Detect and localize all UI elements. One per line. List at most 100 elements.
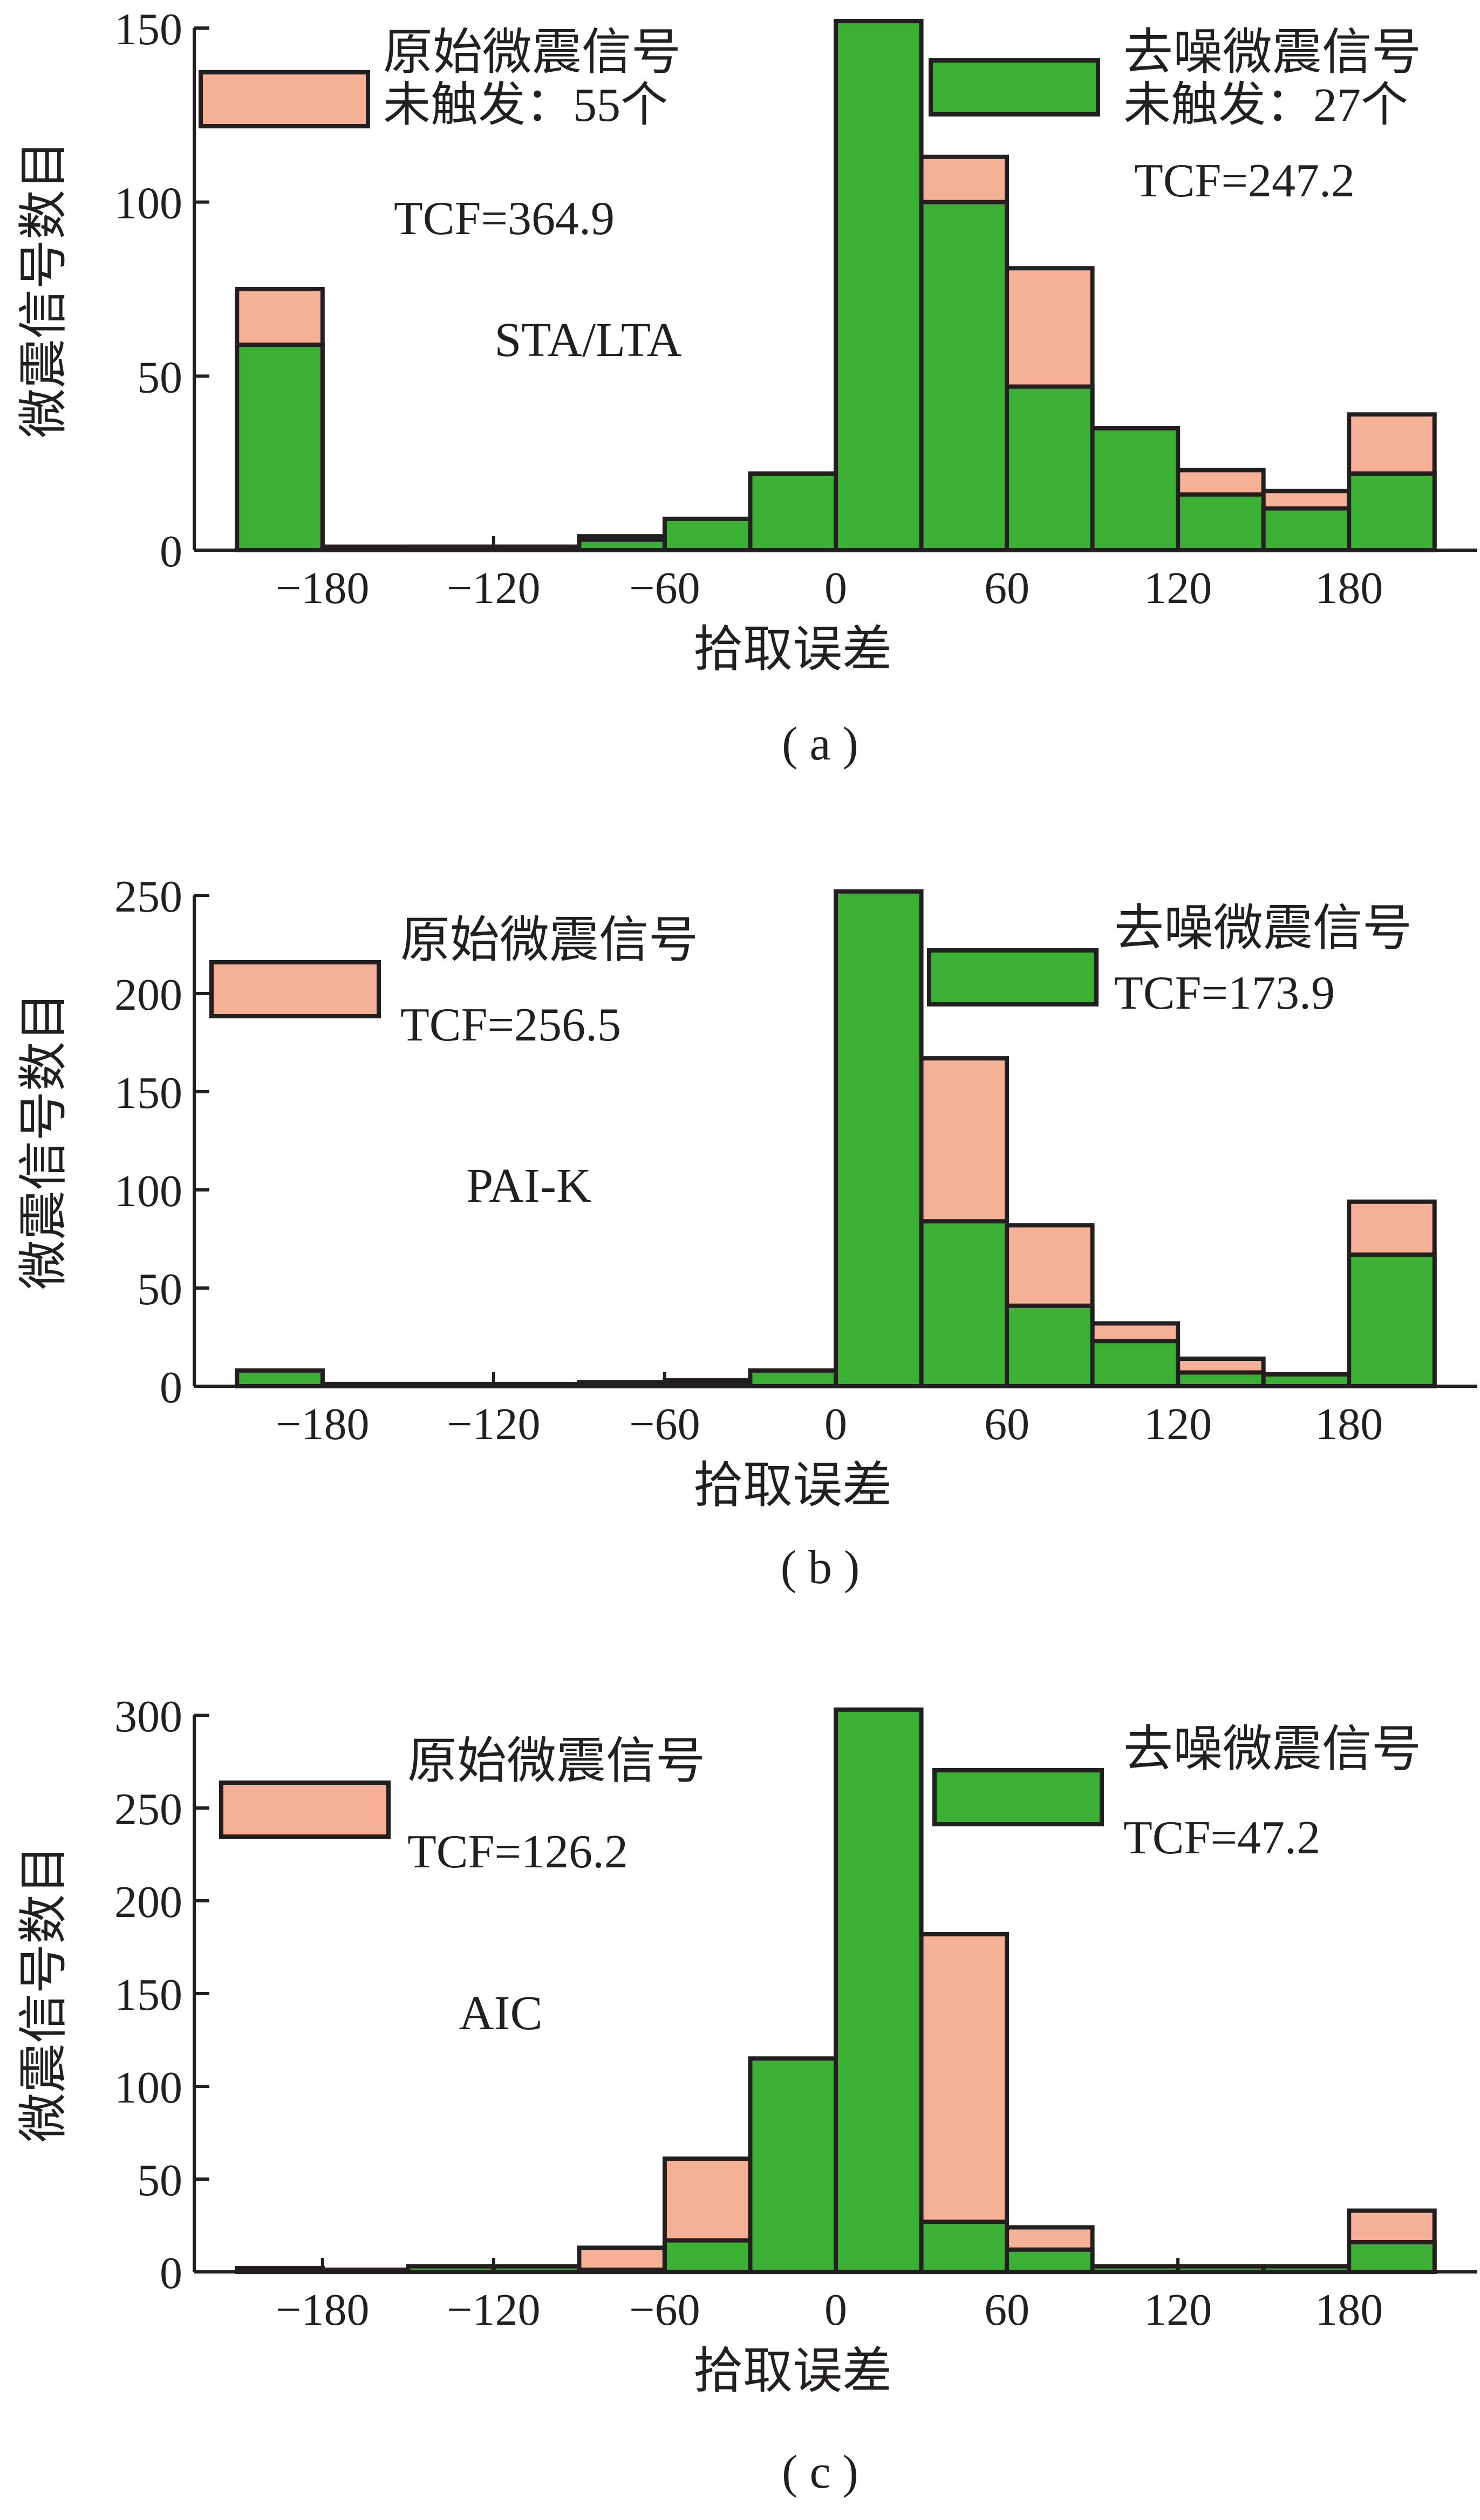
x-tick-label: −180: [276, 1399, 369, 1449]
panel-label: ( a ): [782, 718, 858, 770]
denoised-bar-10: [1090, 1339, 1181, 1389]
denoised-bar-13: [1347, 1252, 1437, 1389]
y-axis-title: 微震信号数目: [16, 140, 71, 438]
y-tick-label: 250: [114, 1784, 182, 1834]
denoised-bar-5: [662, 516, 753, 552]
denoised-bar-7: [834, 1707, 924, 2274]
y-tick-label: 0: [160, 1362, 182, 1413]
x-tick-label: 120: [1144, 2285, 1212, 2335]
method-label: PAI-K: [466, 1159, 591, 1213]
denoised-bar-11: [1176, 1370, 1266, 1389]
chart-panel-c: 0 50 100 150 200 250 300 −180 −120 −60 0 60 120 180 拾取…: [16, 1692, 1477, 2498]
denoised-bar-7: [834, 889, 924, 1388]
y-tick-label: 0: [160, 2248, 182, 2298]
denoised-bar-8: [919, 1219, 1010, 1388]
denoised-bar-5: [662, 2238, 753, 2275]
legend-note: 未触发：27个: [1123, 79, 1408, 132]
x-tick-label: 0: [824, 563, 847, 613]
legend-swatch-denoised: [929, 58, 1100, 117]
y-tick-label: 150: [114, 1068, 182, 1118]
y-axis-title: 微震信号数目: [16, 1845, 71, 2142]
legend-label-raw: 原始微震信号: [400, 913, 698, 968]
denoised-bar-8: [919, 2220, 1010, 2275]
denoised-bar-8: [919, 200, 1010, 552]
legend-note: TCF=126.2: [407, 1826, 628, 1878]
x-tick-label: −120: [447, 2285, 540, 2335]
y-tick-label: 150: [114, 4, 182, 54]
legend-label-denoised: 去噪微震信号: [1123, 25, 1421, 80]
y-axis-title: 微震信号数目: [16, 992, 71, 1290]
panel-label: ( b ): [781, 1542, 860, 1594]
x-tick-label: −120: [447, 563, 540, 613]
denoised-bar-13: [1347, 2240, 1437, 2274]
x-tick-label: −120: [447, 1399, 540, 1449]
x-tick-label: −60: [629, 2285, 700, 2335]
denoised-bar-7: [834, 19, 924, 553]
x-tick-label: 60: [984, 563, 1029, 613]
x-tick-label: −180: [276, 2285, 369, 2335]
denoised-bar-9: [1005, 1303, 1095, 1389]
x-tick-label: 60: [984, 2285, 1029, 2335]
method-label: STA/LTA: [494, 313, 681, 367]
y-tick-label: 250: [114, 872, 182, 922]
y-tick-label: 100: [114, 2063, 182, 2113]
denoised-bar-11: [1176, 492, 1266, 552]
raw-bar-8: [919, 1932, 1010, 2274]
denoised-bar-0: [235, 1368, 325, 1388]
legend-note: TCF=173.9: [1114, 967, 1335, 1019]
panel-label: ( c ): [782, 2446, 858, 2498]
legend-swatch-denoised: [932, 1768, 1104, 1826]
denoised-bar-12: [1261, 506, 1352, 552]
x-tick-label: 180: [1315, 2285, 1383, 2335]
y-tick-label: 150: [114, 1970, 182, 2020]
denoised-bar-0: [235, 343, 325, 553]
y-tick-label: 100: [114, 1166, 182, 1216]
legend-note: TCF=364.9: [394, 193, 615, 245]
denoised-bar-9: [1005, 384, 1095, 553]
legend-note: TCF=256.5: [400, 999, 621, 1051]
x-tick-label: 120: [1144, 563, 1212, 613]
legend-note: TCF=247.2: [1134, 155, 1355, 207]
legend-swatch-raw: [209, 960, 381, 1018]
y-tick-label: 0: [160, 526, 182, 577]
x-tick-label: −180: [276, 563, 369, 613]
y-tick-label: 300: [114, 1692, 182, 1742]
y-tick-label: 200: [114, 1877, 182, 1927]
y-tick-label: 200: [114, 970, 182, 1020]
x-tick-label: −60: [629, 563, 700, 613]
x-tick-label: 120: [1144, 1399, 1212, 1449]
denoised-bar-9: [1005, 2247, 1095, 2275]
legend-note: TCF=47.2: [1123, 1812, 1320, 1864]
x-tick-label: 0: [824, 2285, 847, 2335]
x-axis-title: 拾取误差: [693, 1458, 892, 1513]
legend-label-denoised: 去噪微震信号: [1114, 901, 1412, 956]
legend-swatch-raw: [219, 1781, 391, 1839]
x-tick-label: 180: [1315, 563, 1383, 613]
denoised-bar-6: [748, 1368, 838, 1388]
chart-panel-a: 0 50 100 150 −180 −120 −60 0 60 120 180 拾取误差 微震信号数目 S…: [16, 4, 1477, 770]
y-tick-label: 100: [114, 179, 182, 229]
x-axis-title: 拾取误差: [693, 2344, 892, 2399]
legend-label-raw: 原始微震信号: [383, 25, 681, 80]
denoised-bar-13: [1347, 471, 1437, 552]
x-axis-title: 拾取误差: [693, 622, 892, 677]
legend-note: 未触发：55个: [383, 79, 668, 132]
y-tick-label: 50: [137, 1264, 182, 1314]
x-tick-label: 60: [984, 1399, 1029, 1449]
y-tick-label: 50: [137, 352, 182, 402]
denoised-bar-6: [748, 471, 838, 552]
x-tick-label: 180: [1315, 1399, 1383, 1449]
method-label: AIC: [459, 1987, 543, 2040]
x-tick-label: −60: [629, 1399, 700, 1449]
denoised-bar-6: [748, 2056, 838, 2274]
legend-swatch-denoised: [927, 948, 1099, 1006]
legend-swatch-raw: [199, 70, 370, 128]
x-tick-label: 0: [824, 1399, 847, 1449]
denoised-bar-10: [1090, 426, 1181, 553]
y-tick-label: 50: [137, 2155, 182, 2206]
legend-label-raw: 原始微震信号: [407, 1734, 705, 1789]
legend-label-denoised: 去噪微震信号: [1123, 1722, 1421, 1777]
denoised-bar-12: [1261, 1372, 1352, 1388]
chart-panel-b: 0 50 100 150 200 250 −180 −120 −60 0 60 120 180 拾取误差 微…: [16, 872, 1477, 1594]
